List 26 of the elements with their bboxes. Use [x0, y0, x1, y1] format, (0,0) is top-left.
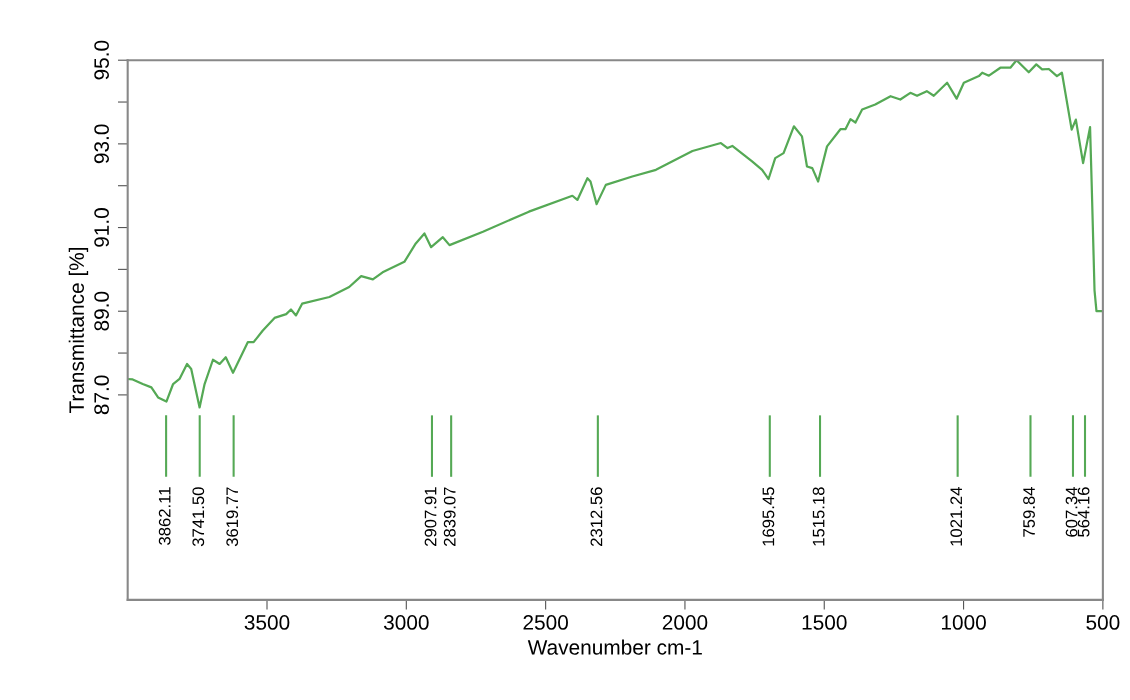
x-axis-title: Wavenumber cm-1 [527, 639, 702, 655]
x-tick-label: 1500 [802, 615, 847, 630]
x-tick-label: 3500 [244, 615, 290, 630]
y-tick-label: 93.0 [94, 124, 109, 164]
y-tick-label: 89.0 [94, 291, 109, 331]
ref-line-label: 759.84 [1023, 487, 1035, 537]
ref-line-label: 2839.07 [443, 487, 456, 546]
ref-line-label: 564.16 [1077, 487, 1090, 537]
y-tick-label: 87.0 [94, 375, 109, 415]
x-tick-label: 1000 [941, 615, 986, 630]
ref-line-label: 2312.56 [590, 487, 603, 546]
y-tick-label: 95.0 [94, 40, 109, 80]
x-tick-label: 3000 [383, 615, 429, 630]
x-tick-label: 2000 [662, 615, 708, 630]
ref-line-label: 607.34 [1065, 487, 1078, 537]
ref-line-label: 1695.45 [762, 487, 775, 546]
ref-line-label: 3741.50 [192, 487, 205, 547]
ref-line-label: 3619.77 [226, 487, 239, 547]
y-axis-title: Transmittance [%] [68, 247, 89, 414]
x-tick-label: 2500 [523, 615, 568, 630]
ref-line-label: 1515.18 [812, 487, 825, 546]
ref-line-label: 2907.91 [424, 487, 437, 546]
y-tick-label: 91.0 [94, 208, 109, 247]
ref-line-label: 3862.11 [158, 487, 171, 545]
x-tick-label: 500 [1086, 615, 1120, 630]
ref-line-label: 1021.24 [950, 487, 963, 546]
